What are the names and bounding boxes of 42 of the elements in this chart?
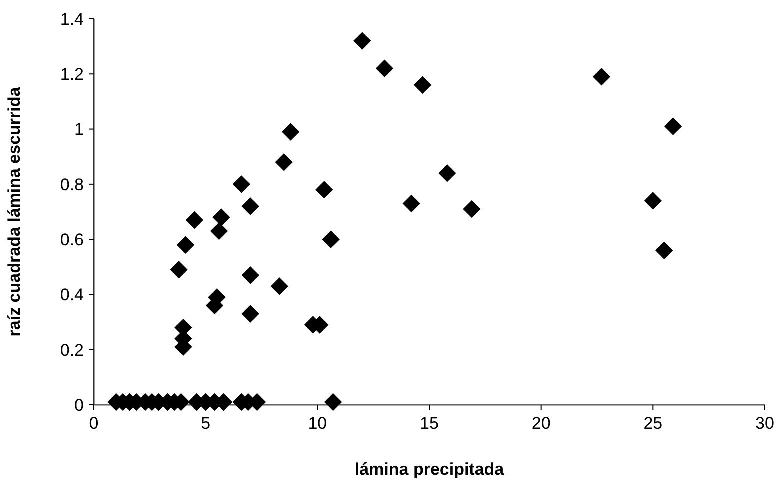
- y-tick-label: 0: [74, 396, 84, 415]
- y-tick-label: 0.8: [60, 175, 84, 194]
- y-axis-title: raíz cuadrada lámina escurrida: [5, 86, 24, 337]
- x-tick-label: 30: [756, 414, 774, 433]
- point: [322, 230, 340, 248]
- x-tick-label: 0: [89, 414, 99, 433]
- x-tick-label: 20: [532, 414, 551, 433]
- x-tick-label: 5: [201, 414, 211, 433]
- point: [463, 200, 481, 218]
- point: [354, 32, 372, 50]
- x-tick-label: 10: [308, 414, 328, 433]
- x-tick-label: 25: [644, 414, 663, 433]
- point: [438, 164, 456, 182]
- point: [402, 194, 420, 213]
- point: [270, 278, 288, 296]
- point: [212, 208, 230, 226]
- point: [275, 154, 293, 172]
- point: [324, 393, 342, 412]
- point: [242, 305, 260, 323]
- y-tick-label: 0.4: [60, 286, 84, 305]
- point: [664, 118, 682, 136]
- x-tick-label: 15: [420, 414, 439, 433]
- point: [210, 222, 228, 240]
- y-tick-label: 1.4: [60, 10, 84, 29]
- point: [170, 261, 188, 279]
- point: [242, 266, 260, 284]
- point: [316, 181, 334, 199]
- point: [186, 211, 204, 230]
- point: [242, 198, 260, 216]
- x-axis-title: lámina precipitada: [354, 460, 505, 479]
- point: [376, 60, 394, 78]
- point: [176, 236, 195, 254]
- y-tick-label: 1: [74, 120, 84, 140]
- point: [592, 68, 611, 86]
- point: [644, 192, 662, 210]
- point: [414, 76, 432, 94]
- y-tick-label: 0.6: [60, 230, 84, 250]
- y-tick-label: 0.2: [60, 340, 84, 360]
- point: [282, 123, 300, 141]
- point: [655, 242, 674, 260]
- y-tick-label: 1.2: [60, 65, 84, 84]
- point: [232, 176, 250, 194]
